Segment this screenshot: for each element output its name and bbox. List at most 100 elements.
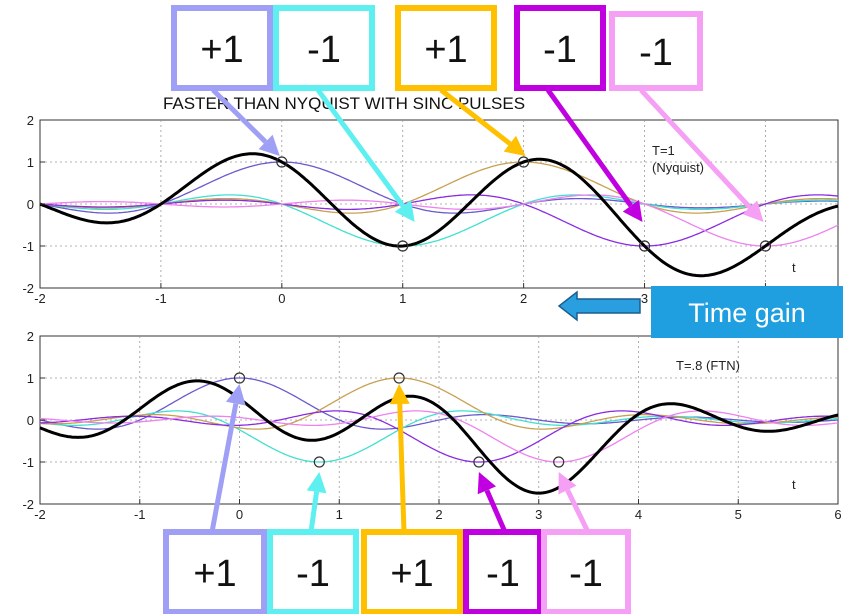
x-tick-label: 0 <box>236 507 243 522</box>
x-tick-label: 1 <box>336 507 343 522</box>
top-arrow-3-head-icon <box>503 135 526 156</box>
sample-point-5 <box>759 240 772 252</box>
y-tick-label: -2 <box>22 281 34 296</box>
time-gain-box <box>651 286 843 338</box>
bottom-arrow-1-shaft <box>209 403 239 533</box>
y-tick-label: 2 <box>27 329 34 344</box>
y-tick-label: -1 <box>22 239 34 254</box>
label-box-frame <box>273 5 375 91</box>
bottom-arrow-4-shaft <box>484 489 508 533</box>
y-tick-label: 0 <box>27 197 34 212</box>
y-tick-label: 1 <box>27 155 34 170</box>
top-panel: -2-101234210-1-2 t T=1 (Nyquist) <box>22 113 839 306</box>
bottom-arrow-3-shaft <box>397 403 407 533</box>
chart-title: FASTER THAN NYQUIST WITH SINC PULSES <box>163 94 525 113</box>
bottom-arrow-1-head-icon <box>226 384 246 406</box>
label-box-text: -1 <box>543 29 577 71</box>
top-label-box-3: +1 <box>395 5 497 91</box>
bottom-arrow-3-head-icon <box>389 384 410 405</box>
top-arrow-1-head-icon <box>258 134 280 156</box>
sample-point-1 <box>233 372 246 384</box>
label-box-text: +1 <box>424 29 467 71</box>
top-arrow-4-shaft <box>545 88 633 208</box>
pulse-line-3 <box>39 377 839 430</box>
top-arrow-5-head-icon <box>742 200 764 222</box>
sum-line <box>39 379 839 495</box>
top-arrow-1-shaft <box>211 88 268 144</box>
time-gain-label: Time gain <box>688 298 806 328</box>
sum-line <box>39 152 839 278</box>
bottom-label-box-3: +1 <box>361 529 463 614</box>
label-box-text: -1 <box>569 553 603 595</box>
bottom-label-box-1: +1 <box>163 529 267 614</box>
x-tick-label: -1 <box>155 291 167 306</box>
bottom-arrow-5-shaft <box>565 488 591 534</box>
label-box-frame <box>514 5 606 91</box>
pulse-line-1 <box>39 377 839 430</box>
bottom-label-box-2: -1 <box>267 529 359 614</box>
sample-point-4 <box>473 456 485 468</box>
bottom-arrow-2-head-icon <box>306 472 327 494</box>
sample-point-3 <box>393 372 405 384</box>
x-tick-label: 6 <box>834 507 841 522</box>
label-box-frame <box>395 5 497 91</box>
top-label-box-4: -1 <box>514 5 606 91</box>
x-tick-label: 0 <box>278 291 285 306</box>
time-gain-callout: Time gain <box>557 286 843 338</box>
label-box-frame <box>171 5 273 91</box>
top-label-box-2: -1 <box>273 5 375 91</box>
label-box-frame <box>267 529 359 614</box>
bottom-arrow-2-shaft <box>308 491 320 533</box>
top-arrow-3-shaft <box>439 88 512 146</box>
sample-point-3 <box>518 156 530 168</box>
label-box-frame <box>541 529 631 614</box>
x-tick-label: 1 <box>399 291 406 306</box>
pulse-line-1 <box>39 161 838 214</box>
x-tick-label: 3 <box>535 507 542 522</box>
top-label-box-5: -1 <box>609 11 703 91</box>
x-tick-label: 2 <box>435 507 442 522</box>
x-tick-label: 4 <box>635 507 642 522</box>
bottom-label-box-5: -1 <box>541 529 631 614</box>
x-tick-label: 5 <box>735 507 742 522</box>
y-tick-label: -2 <box>22 497 34 512</box>
y-tick-label: -1 <box>22 455 34 470</box>
pulse-line-5 <box>39 194 839 247</box>
label-box-frame <box>361 529 463 614</box>
x-tick-label: 2 <box>520 291 527 306</box>
label-box-frame <box>463 529 543 614</box>
top-label-box-1: +1 <box>171 5 273 91</box>
sample-point-4 <box>638 240 651 252</box>
x-tick-label: 3 <box>641 291 648 306</box>
label-box-text: -1 <box>639 32 673 74</box>
bottom-arrow-4-head-icon <box>477 472 496 495</box>
bottom-x-label: t <box>792 477 796 492</box>
sample-point-2 <box>397 240 409 252</box>
x-tick-label: -2 <box>34 507 46 522</box>
pulse-line-2 <box>39 194 839 247</box>
sample-point-5 <box>553 456 565 468</box>
y-tick-label: 2 <box>27 113 34 128</box>
label-box-frame <box>609 11 703 91</box>
label-box-frame <box>163 529 267 614</box>
bottom-arrow-5-head-icon <box>558 472 577 495</box>
label-box-text: +1 <box>390 553 433 595</box>
top-arrow-2-head-icon <box>394 200 415 222</box>
sample-point-2 <box>313 456 325 468</box>
x-tick-label: -2 <box>34 291 46 306</box>
pulse-line-4 <box>39 194 839 247</box>
label-box-text: +1 <box>193 553 236 595</box>
bottom-annotation: T=.8 (FTN) <box>676 358 740 373</box>
bottom-panel: -2 -1 0 1 2 3 4 5 6 2 1 0 -1 -2 t T=.8 (FTN) <box>22 329 841 522</box>
top-annotation: T=1 (Nyquist) <box>652 143 704 175</box>
y-tick-label: 0 <box>27 413 34 428</box>
sample-point-1 <box>276 156 288 168</box>
label-box-text: +1 <box>200 29 243 71</box>
bottom-label-box-4: -1 <box>463 529 543 614</box>
top-arrow-5-shaft <box>639 88 752 210</box>
label-box-text: -1 <box>296 553 330 595</box>
x-tick-label: -1 <box>134 507 146 522</box>
top-arrow-2-shaft <box>315 88 405 208</box>
top-x-label: t <box>792 260 796 275</box>
